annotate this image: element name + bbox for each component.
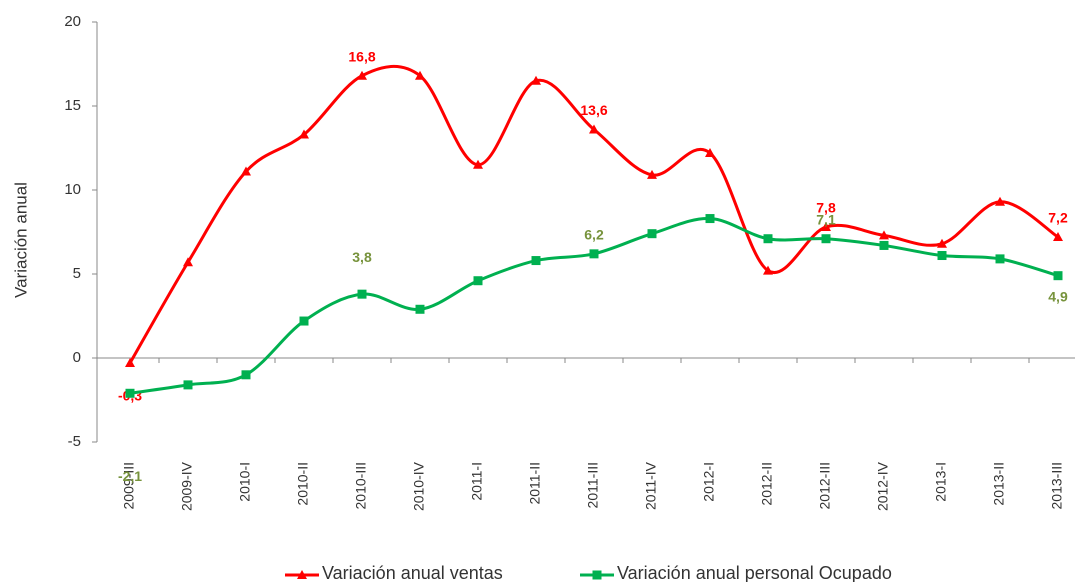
y-tick-label: 15 [64, 97, 81, 114]
point [879, 240, 889, 250]
x-tick-label: 2010-III [353, 462, 369, 509]
point [299, 316, 309, 326]
y-tick-label: 0 [73, 349, 81, 366]
x-tick-label: 2012-II [759, 462, 775, 506]
x-tick-label: 2009-III [121, 462, 137, 509]
x-tick-label: 2012-IV [875, 461, 891, 511]
point [937, 238, 947, 248]
point [357, 289, 367, 299]
point [647, 169, 657, 179]
point [1053, 271, 1063, 281]
x-tick-label: 2013-I [933, 462, 949, 502]
point [473, 276, 483, 286]
data-label: 13,6 [580, 102, 607, 118]
point [415, 304, 425, 314]
point [705, 148, 715, 158]
point [473, 159, 483, 169]
legend-label: Variación anual personal Ocupado [617, 563, 892, 582]
point [125, 388, 135, 398]
point [357, 70, 367, 80]
point [125, 358, 135, 368]
legend-marker [592, 570, 602, 580]
data-label: 7,2 [1048, 210, 1068, 226]
point [1053, 232, 1063, 242]
point [589, 249, 599, 259]
point [995, 196, 1005, 206]
x-tick-label: 2011-IV [643, 461, 659, 510]
x-tick-label: 2011-III [585, 462, 601, 508]
y-tick-label: 10 [64, 181, 81, 198]
point [531, 256, 541, 266]
point [241, 370, 251, 380]
x-tick-label: 2011-II [527, 462, 543, 505]
point [937, 251, 947, 261]
point [821, 234, 831, 244]
x-tick-label: 2012-I [701, 462, 717, 502]
x-tick-label: 2012-III [817, 462, 833, 509]
point [995, 254, 1005, 264]
y-tick-label: 20 [64, 13, 81, 30]
point [589, 124, 599, 134]
point [183, 257, 193, 267]
x-tick-label: 2009-IV [179, 461, 195, 511]
legend-marker [297, 570, 307, 579]
data-label: 4,9 [1048, 288, 1068, 304]
point [763, 265, 773, 275]
x-tick-label: 2010-IV [411, 461, 427, 511]
legend-label: Variación anual ventas [322, 563, 503, 582]
data-label: 7,8 [816, 200, 836, 216]
x-tick-label: 2013-III [1049, 462, 1065, 509]
data-label: 16,8 [348, 48, 375, 64]
y-tick-label: 5 [73, 265, 81, 282]
point [183, 380, 193, 390]
point [299, 129, 309, 139]
y-axis-title: Variación anual [11, 182, 30, 298]
data-label: 6,2 [584, 227, 604, 243]
point [241, 166, 251, 176]
x-tick-label: 2010-I [237, 462, 253, 502]
series-line [129, 217, 1059, 395]
point [705, 214, 715, 224]
point [415, 70, 425, 80]
point [879, 230, 889, 240]
data-label: -2,1 [118, 468, 142, 484]
point [821, 221, 831, 231]
x-tick-label: 2011-I [469, 462, 485, 501]
point [647, 229, 657, 239]
data-label: 7,1 [816, 211, 836, 227]
x-tick-label: 2013-II [991, 462, 1007, 506]
point [531, 75, 541, 85]
point [763, 234, 773, 244]
data-label: 3,8 [352, 249, 372, 265]
y-tick-label: -5 [68, 433, 81, 450]
x-tick-label: 2010-II [295, 462, 311, 506]
